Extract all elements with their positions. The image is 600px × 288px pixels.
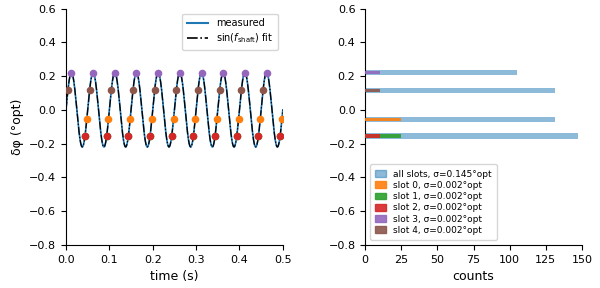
X-axis label: counts: counts: [453, 270, 494, 283]
Point: [234, 117, 244, 122]
Point: [131, 71, 141, 75]
Legend: measured, sin($f_\mathrm{shaft}$) fit: measured, sin($f_\mathrm{shaft}$) fit: [182, 14, 278, 50]
Point: [167, 134, 176, 138]
Point: [240, 71, 250, 75]
Point: [88, 71, 98, 75]
Point: [102, 134, 112, 138]
Point: [154, 71, 163, 75]
Bar: [365, 134, 401, 137]
Point: [275, 134, 285, 138]
Point: [215, 88, 224, 93]
Point: [104, 117, 113, 122]
Point: [197, 71, 206, 75]
Point: [172, 88, 181, 93]
Bar: [365, 117, 554, 122]
Point: [150, 88, 160, 93]
Point: [254, 134, 263, 138]
Bar: [365, 70, 517, 75]
Point: [256, 117, 265, 122]
Y-axis label: δφ (°opt): δφ (°opt): [11, 98, 23, 155]
Point: [63, 88, 73, 93]
Point: [82, 117, 92, 122]
Point: [145, 134, 155, 138]
Point: [218, 71, 228, 75]
Point: [188, 134, 198, 138]
Point: [102, 134, 112, 138]
Point: [67, 71, 76, 75]
Point: [236, 88, 246, 93]
Point: [124, 134, 133, 138]
Point: [277, 117, 287, 122]
Point: [80, 134, 90, 138]
Point: [175, 71, 185, 75]
Point: [212, 117, 221, 122]
Point: [232, 134, 242, 138]
X-axis label: time (s): time (s): [150, 270, 199, 283]
Point: [232, 134, 242, 138]
Point: [210, 134, 220, 138]
Point: [258, 88, 268, 93]
Point: [85, 88, 94, 93]
Point: [275, 134, 285, 138]
Bar: [365, 88, 554, 93]
Point: [169, 117, 178, 122]
Bar: [365, 89, 380, 92]
Point: [190, 117, 200, 122]
Point: [167, 134, 176, 138]
Bar: [365, 133, 578, 139]
Point: [80, 134, 90, 138]
Point: [147, 117, 157, 122]
Point: [188, 134, 198, 138]
Point: [124, 134, 133, 138]
Bar: [365, 118, 401, 121]
Legend: all slots, σ=0.145°opt, slot 0, σ=0.002°opt, slot 1, σ=0.002°opt, slot 2, σ=0.00: all slots, σ=0.145°opt, slot 0, σ=0.002°…: [370, 164, 497, 240]
Point: [254, 134, 263, 138]
Point: [125, 117, 135, 122]
Point: [106, 88, 116, 93]
Bar: [365, 71, 380, 74]
Point: [193, 88, 203, 93]
Point: [110, 71, 119, 75]
Bar: [365, 134, 380, 137]
Point: [210, 134, 220, 138]
Point: [128, 88, 138, 93]
Point: [262, 71, 271, 75]
Point: [145, 134, 155, 138]
